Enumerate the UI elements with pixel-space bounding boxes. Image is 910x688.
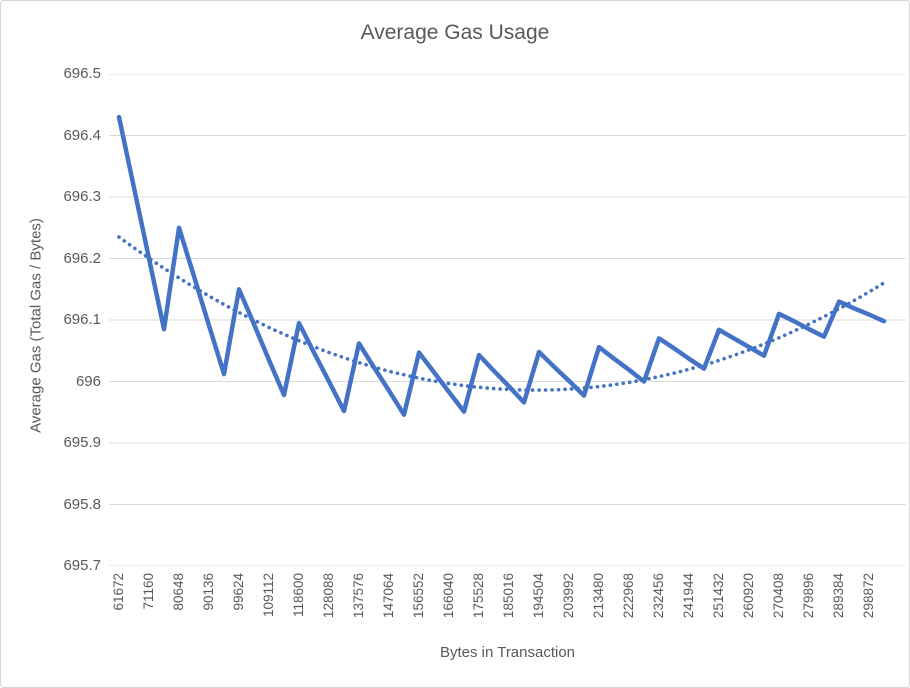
x-tick-label: 241944 xyxy=(681,573,696,619)
gridlines xyxy=(109,74,906,566)
x-tick-label: 203992 xyxy=(561,573,576,619)
x-tick-label: 232456 xyxy=(651,573,666,619)
x-tick-label: 156552 xyxy=(411,573,426,619)
x-tick-label: 175528 xyxy=(471,573,486,619)
x-tick-label: 90136 xyxy=(201,573,216,611)
x-tick-label: 213480 xyxy=(591,573,606,619)
y-tick-label: 696.3 xyxy=(63,188,101,205)
x-tick-label: 222968 xyxy=(621,573,636,619)
x-tick-label: 279896 xyxy=(801,573,816,619)
y-tick-label: 695.8 xyxy=(63,495,101,513)
plot-svg xyxy=(109,74,906,566)
x-tick-label: 137576 xyxy=(351,573,366,619)
x-tick-label: 260920 xyxy=(741,573,756,619)
x-tick-label: 194504 xyxy=(531,573,546,619)
x-tick-label: 71160 xyxy=(141,573,156,610)
x-axis-title: Bytes in Transaction xyxy=(439,644,576,661)
x-tick-label: 128088 xyxy=(321,573,336,619)
x-tick-label: 109112 xyxy=(261,573,276,618)
x-tick-label: 147064 xyxy=(381,573,396,619)
plot-area xyxy=(109,74,906,566)
x-tick-label: 270408 xyxy=(771,573,786,619)
x-tick-label: 185016 xyxy=(501,573,516,619)
y-tick-label: 696.2 xyxy=(63,249,101,267)
y-tick-label: 696.1 xyxy=(63,311,101,328)
trendline-dotted xyxy=(117,235,885,392)
y-tick-label: 696.4 xyxy=(63,126,101,144)
y-tick-label: 696 xyxy=(75,372,101,390)
x-tick-label: 118600 xyxy=(291,573,306,618)
x-tick-label: 166040 xyxy=(441,573,456,619)
y-tick-label: 695.7 xyxy=(63,557,101,574)
x-tick-label: 99624 xyxy=(231,573,246,611)
x-tick-label: 298872 xyxy=(861,573,876,619)
x-tick-label: 80648 xyxy=(171,573,186,611)
x-tick-label: 61672 xyxy=(111,573,126,611)
y-tick-label: 696.5 xyxy=(63,65,101,82)
y-tick-label: 695.9 xyxy=(63,434,101,451)
series-line-average-gas xyxy=(116,114,887,417)
x-tick-label: 251432 xyxy=(711,573,726,619)
x-tick-label: 289384 xyxy=(831,573,846,619)
chart-title: Average Gas Usage xyxy=(360,21,550,44)
